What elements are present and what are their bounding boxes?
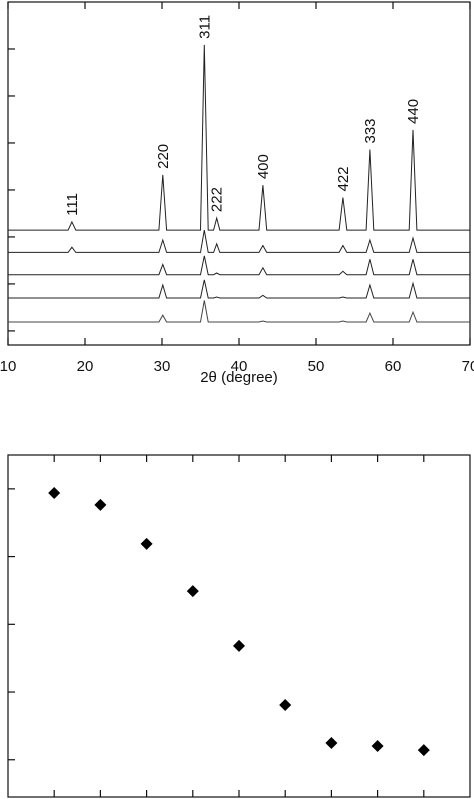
x-axis-label: 2θ (degree)	[200, 369, 278, 386]
xrd-trace	[8, 255, 470, 276]
data-point	[186, 585, 199, 598]
peak-label: 333	[362, 118, 379, 143]
x-tick-label: 60	[385, 358, 402, 375]
x-tick-label: 20	[77, 358, 94, 375]
bottom-frame	[7, 454, 471, 798]
data-point	[94, 498, 107, 511]
xrd-trace	[8, 44, 470, 231]
data-point	[48, 486, 61, 499]
x-tick-label: 40	[231, 358, 248, 375]
data-point	[233, 639, 245, 652]
peak-label: 222	[209, 187, 226, 212]
data-point	[371, 740, 384, 753]
xrd-trace	[8, 300, 470, 323]
peak-label: 422	[335, 166, 352, 191]
data-point	[417, 744, 430, 757]
peak-label: 440	[405, 99, 422, 124]
peak-label: 220	[155, 144, 172, 169]
peak-label: 400	[255, 154, 272, 179]
data-point	[140, 537, 153, 550]
x-tick-label: 50	[308, 358, 325, 375]
top-frame	[7, 1, 471, 346]
xrd-trace	[8, 279, 470, 299]
peak-label: 111	[64, 193, 81, 216]
data-point	[279, 699, 292, 712]
x-tick-label: 10	[0, 358, 16, 375]
data-point	[325, 736, 338, 749]
peak-label: 311	[196, 15, 213, 39]
x-tick-label: 30	[154, 358, 171, 375]
x-tick-label: 70	[462, 358, 474, 375]
xrd-trace	[8, 230, 470, 253]
